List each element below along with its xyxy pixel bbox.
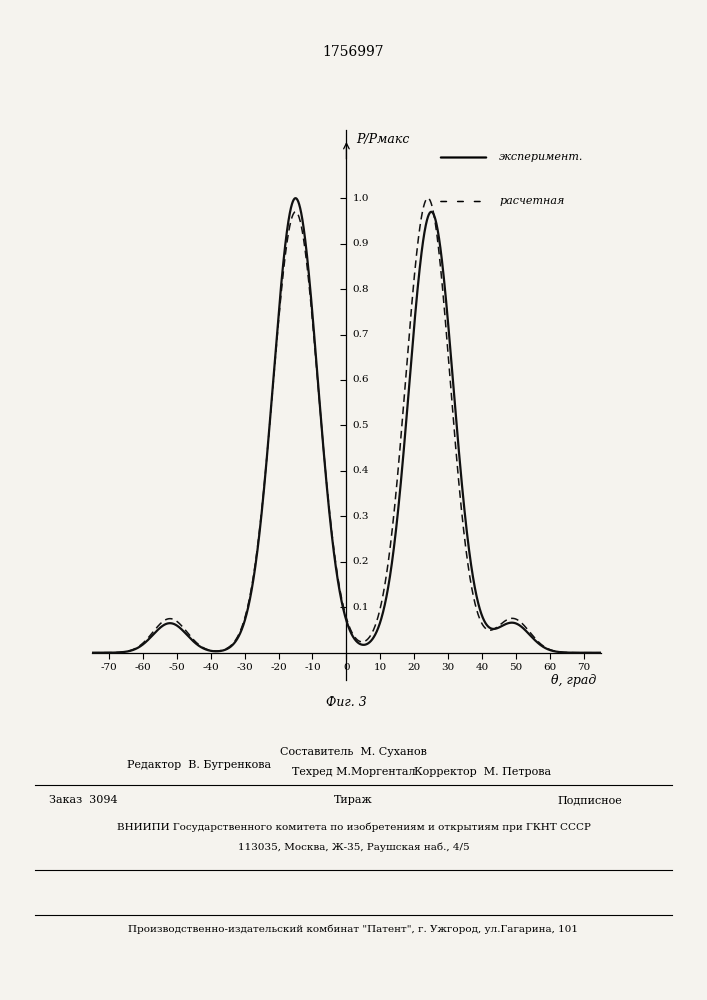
Text: 0.1: 0.1 [353, 603, 369, 612]
Text: 0.7: 0.7 [353, 330, 369, 339]
Text: расчетная: расчетная [499, 196, 564, 206]
Text: Производственно-издательский комбинат "Патент", г. Ужгород, ул.Гагарина, 101: Производственно-издательский комбинат "П… [129, 925, 578, 934]
Text: 1.0: 1.0 [353, 194, 369, 203]
Text: Подписное: Подписное [557, 795, 622, 805]
Text: 0.9: 0.9 [353, 239, 369, 248]
Text: 0.2: 0.2 [353, 557, 369, 566]
Text: Корректор  М. Петрова: Корректор М. Петрова [414, 767, 551, 777]
Text: ВНИИПИ Государственного комитета по изобретениям и открытиям при ГКНТ СССР: ВНИИПИ Государственного комитета по изоб… [117, 822, 590, 832]
Text: Заказ  3094: Заказ 3094 [49, 795, 118, 805]
Text: 0.5: 0.5 [353, 421, 369, 430]
Text: 0.6: 0.6 [353, 375, 369, 384]
Text: Техред М.Моргентал: Техред М.Моргентал [292, 767, 415, 777]
Text: 0.8: 0.8 [353, 285, 369, 294]
Text: 1756997: 1756997 [322, 45, 385, 59]
Text: 0.3: 0.3 [353, 512, 369, 521]
Text: 113035, Москва, Ж-35, Раушская наб., 4/5: 113035, Москва, Ж-35, Раушская наб., 4/5 [238, 842, 469, 852]
Text: P/Pмакс: P/Pмакс [356, 133, 410, 146]
Text: Тираж: Тираж [334, 795, 373, 805]
Text: 0.4: 0.4 [353, 466, 369, 475]
Text: θ, град: θ, град [551, 674, 596, 687]
Text: Фиг. 3: Фиг. 3 [326, 696, 367, 709]
Text: Составитель  М. Суханов: Составитель М. Суханов [280, 747, 427, 757]
Text: Редактор  В. Бугренкова: Редактор В. Бугренкова [127, 760, 271, 770]
Text: эксперимент.: эксперимент. [499, 152, 583, 162]
